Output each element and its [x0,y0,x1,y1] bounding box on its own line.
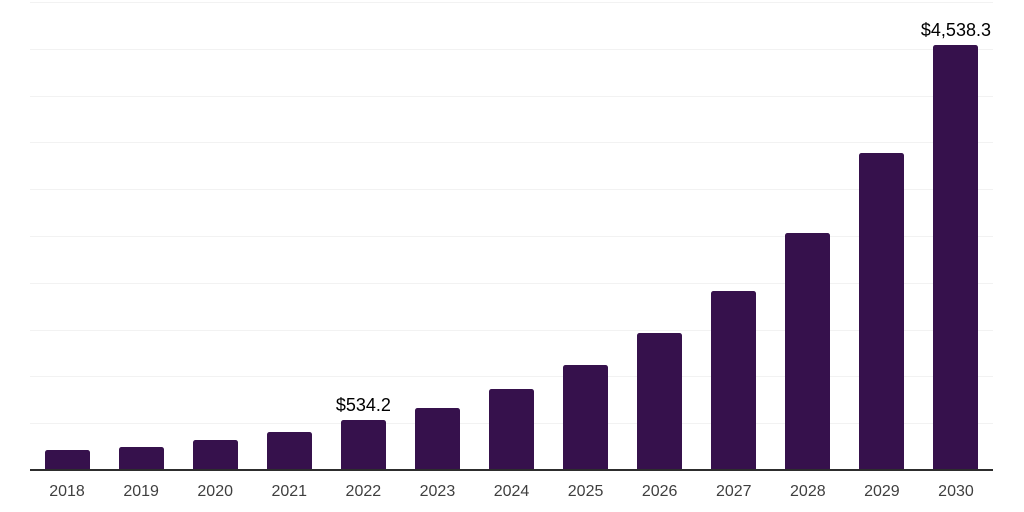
x-tick-2020: 2020 [197,483,233,500]
bar-2022 [340,420,386,470]
bar-2027 [711,291,757,470]
bar-2026 [637,333,683,470]
x-tick-2021: 2021 [271,483,308,500]
x-tick-2027: 2027 [715,483,752,500]
bar-2023 [414,407,460,470]
plot-area: $534.2 $4,538.3 [30,0,993,471]
x-tick-2026: 2026 [641,483,678,500]
x-tick-2029: 2029 [864,483,900,500]
gridline-1500 [30,329,993,331]
bar-2020 [192,439,238,470]
bar-2019 [118,446,164,470]
bar-2028 [785,233,831,470]
x-tick-2025: 2025 [567,483,604,500]
bar-2018 [44,449,90,470]
x-tick-2018: 2018 [49,483,85,500]
bar-2029 [859,153,905,470]
gridline-3500 [30,142,993,144]
gridline-2000 [30,282,993,284]
x-tick-2019: 2019 [123,483,159,500]
x-tick-2030: 2030 [938,483,974,500]
bar-value-label-2022: $534.2 [335,395,391,415]
bar-value-label-2030: $4,538.3 [920,20,991,41]
gridline-5000 [30,2,993,3]
gridline-1000 [30,376,993,378]
x-tick-2023: 2023 [419,483,456,500]
bar-2030 [933,45,979,470]
gridline-3000 [30,189,993,191]
x-axis-labels: 2018 2019 2020 2021 2022 2023 2024 2025 2026 2027… [30,483,993,501]
bar-2021 [266,431,312,470]
bar-2024 [489,389,534,470]
x-tick-2028: 2028 [790,483,826,500]
gridline-4500 [30,48,993,50]
x-axis-line [30,469,993,471]
x-tick-2022: 2022 [345,483,382,500]
gridline-2500 [30,236,993,237]
x-tick-2024: 2024 [493,483,530,500]
gridline-4000 [30,95,993,97]
bar-2025 [563,364,609,470]
